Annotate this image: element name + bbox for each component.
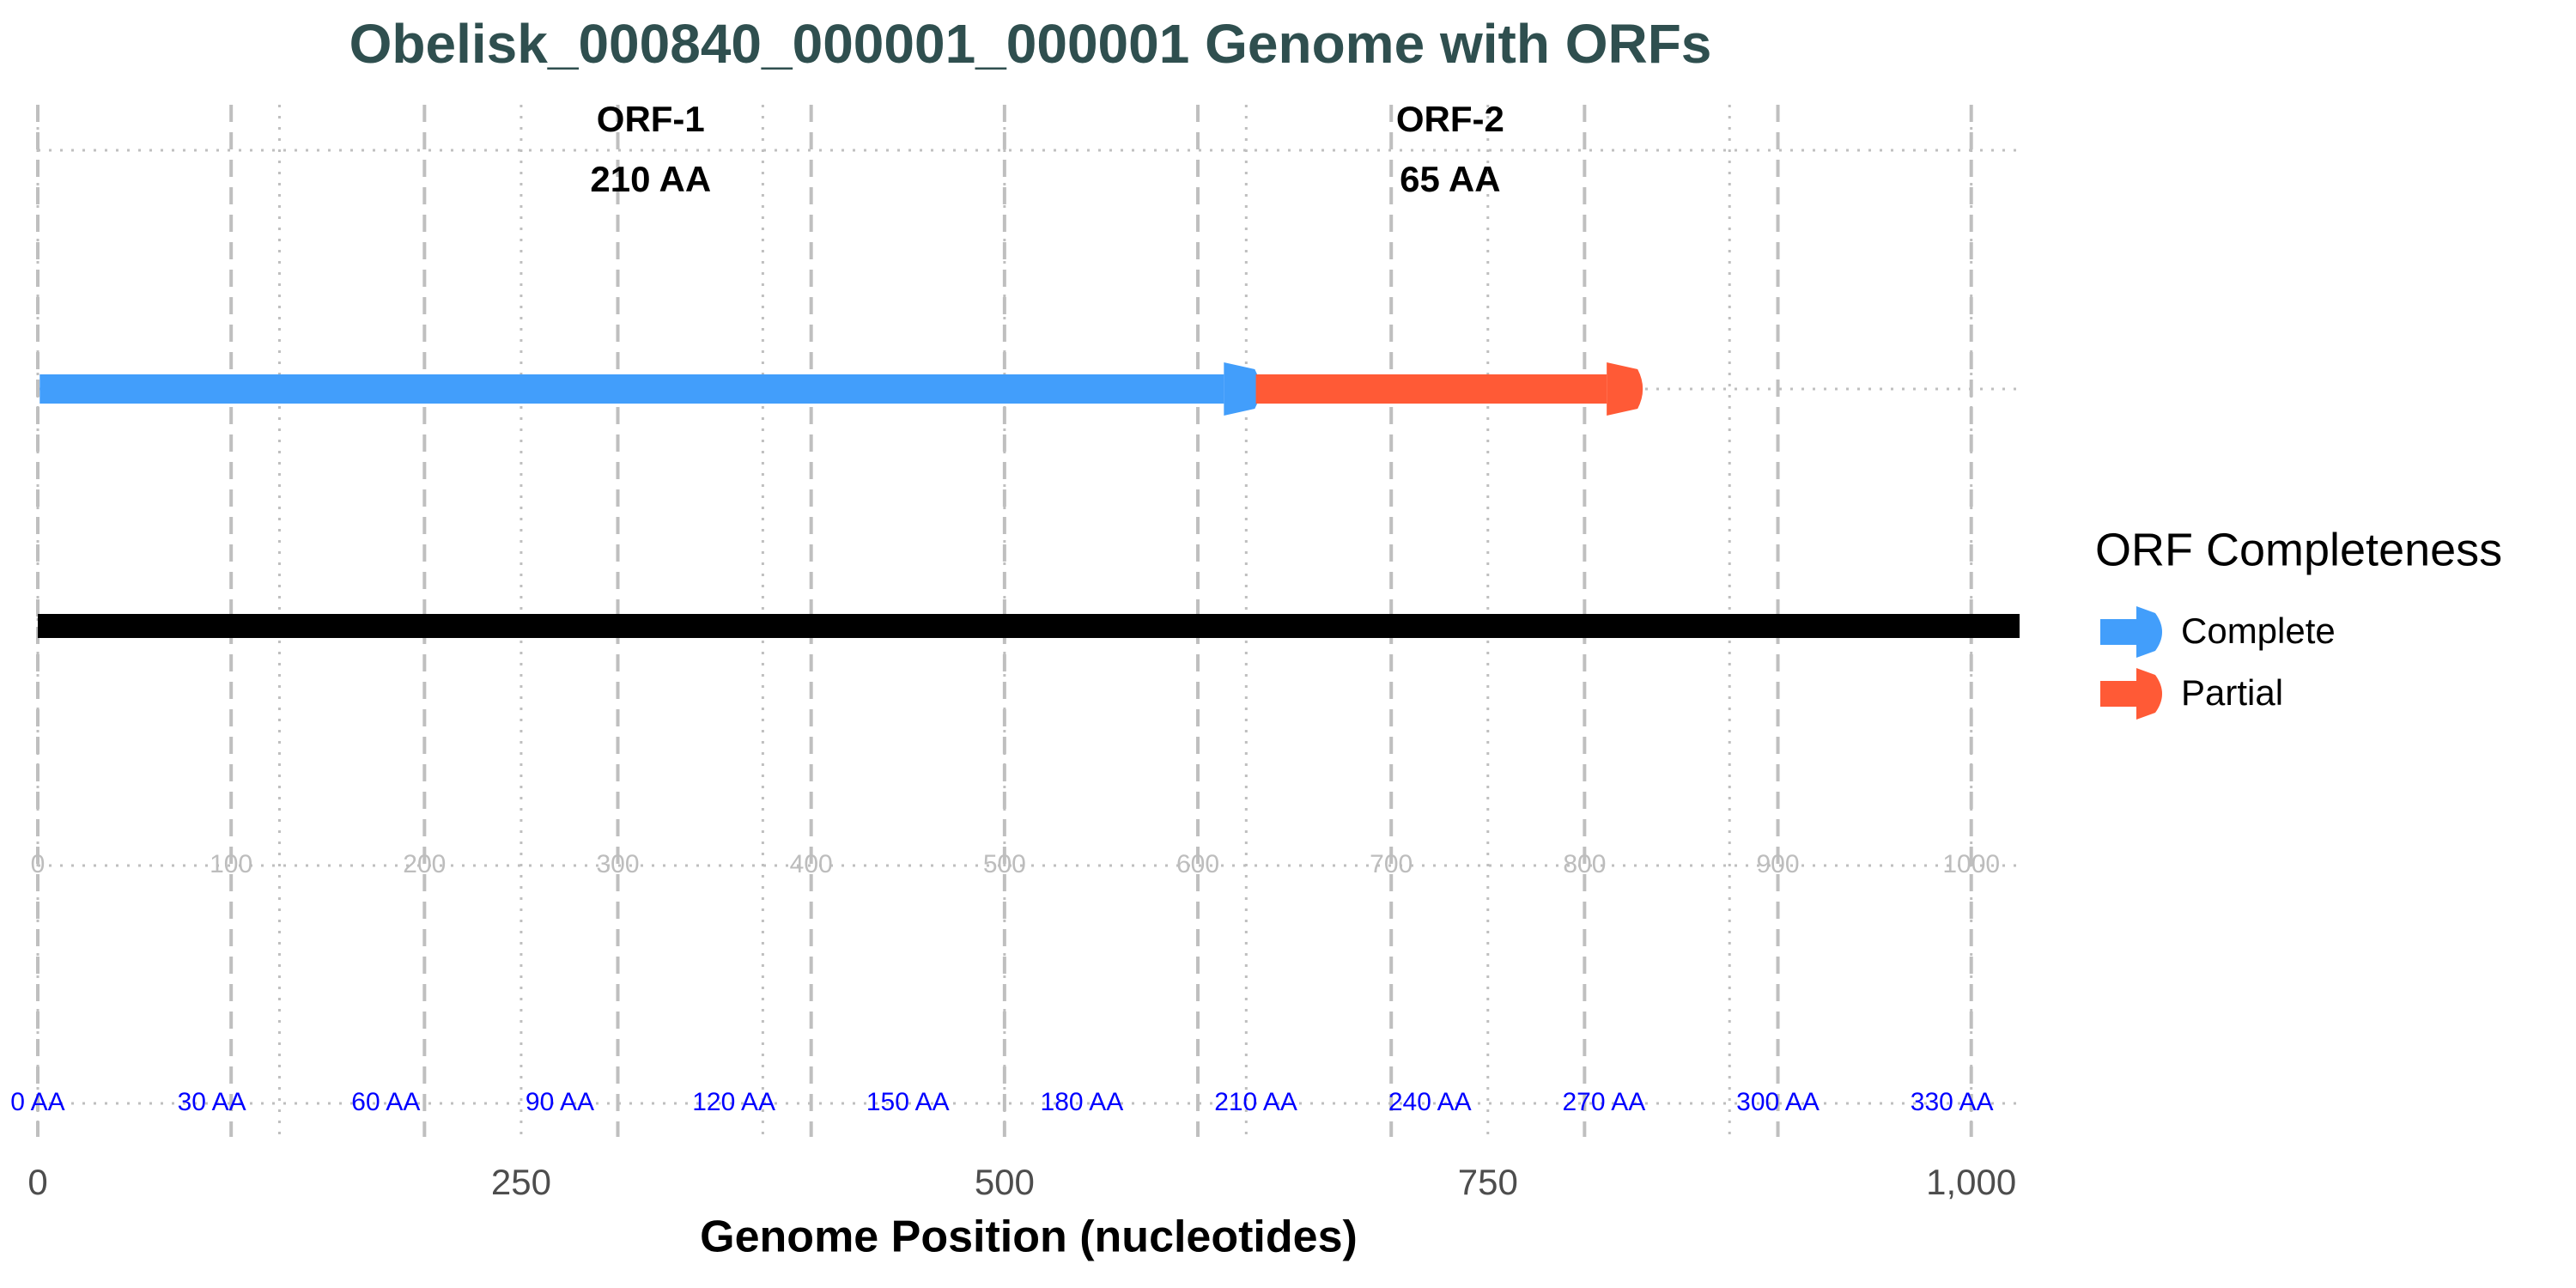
position-marker-label: 300 <box>596 850 639 878</box>
x-tick-label: 0 <box>27 1162 47 1202</box>
aa-marker-label: 180 AA <box>1041 1088 1124 1116</box>
legend-label: Partial <box>2181 672 2283 713</box>
position-marker-label: 900 <box>1757 850 1800 878</box>
text-layer: ORF-1 210 AA ORF-2 65 AA 0 100 200 300 400 500 600… <box>10 13 2016 1262</box>
orf-arrow <box>1255 362 1643 416</box>
aa-marker-label: 60 AA <box>351 1088 420 1116</box>
legend-label: Complete <box>2181 611 2336 651</box>
aa-marker-label: 150 AA <box>866 1088 950 1116</box>
aa-marker-label: 300 AA <box>1736 1088 1820 1116</box>
position-marker-label: 0 <box>31 850 46 878</box>
orf-name-label: ORF-2 <box>1396 99 1504 139</box>
legend: ORF Completeness Complete Partial <box>2095 524 2502 720</box>
orf-arrow-head <box>1607 362 1643 416</box>
orf-name-label: ORF-1 <box>597 99 705 139</box>
legend-key <box>2100 606 2162 658</box>
orf-length-label: 65 AA <box>1400 159 1501 199</box>
orf-arrow-shaft <box>39 374 1224 404</box>
orf-length-label: 210 AA <box>590 159 711 199</box>
aa-marker-label: 120 AA <box>692 1088 775 1116</box>
orf-arrow-shaft <box>1255 374 1607 404</box>
orf-arrow-head <box>1224 362 1261 416</box>
aa-marker-label: 210 AA <box>1214 1088 1297 1116</box>
legend-key <box>2100 668 2162 720</box>
aa-marker-label: 330 AA <box>1911 1088 1994 1116</box>
position-marker-label: 800 <box>1563 850 1606 878</box>
aa-marker-label: 0 AA <box>10 1088 64 1116</box>
position-marker-label: 700 <box>1370 850 1413 878</box>
chart-title: Obelisk_000840_000001_000001 Genome with… <box>349 13 1712 75</box>
legend-title: ORF Completeness <box>2095 524 2502 575</box>
aa-marker-label: 270 AA <box>1563 1088 1646 1116</box>
x-axis-title: Genome Position (nucleotides) <box>700 1212 1358 1262</box>
position-marker-label: 500 <box>983 850 1026 878</box>
position-marker-label: 1000 <box>1942 850 2000 878</box>
legend-key-shaft <box>2100 681 2138 707</box>
legend-key-head <box>2136 606 2162 658</box>
x-tick-label: 500 <box>975 1162 1035 1202</box>
aa-marker-label: 90 AA <box>526 1088 594 1116</box>
position-marker-label: 600 <box>1176 850 1219 878</box>
x-tick-label: 250 <box>491 1162 551 1202</box>
marks-layer <box>38 362 2020 638</box>
position-marker-label: 200 <box>403 850 446 878</box>
aa-marker-label: 240 AA <box>1388 1088 1472 1116</box>
legend-key-shaft <box>2100 619 2138 645</box>
x-tick-label: 750 <box>1458 1162 1518 1202</box>
legend-key-head <box>2136 668 2162 720</box>
position-marker-label: 400 <box>790 850 833 878</box>
orf-arrow <box>39 362 1261 416</box>
aa-marker-label: 30 AA <box>178 1088 246 1116</box>
x-tick-label: 1,000 <box>1926 1162 2016 1202</box>
position-marker-label: 100 <box>210 850 252 878</box>
